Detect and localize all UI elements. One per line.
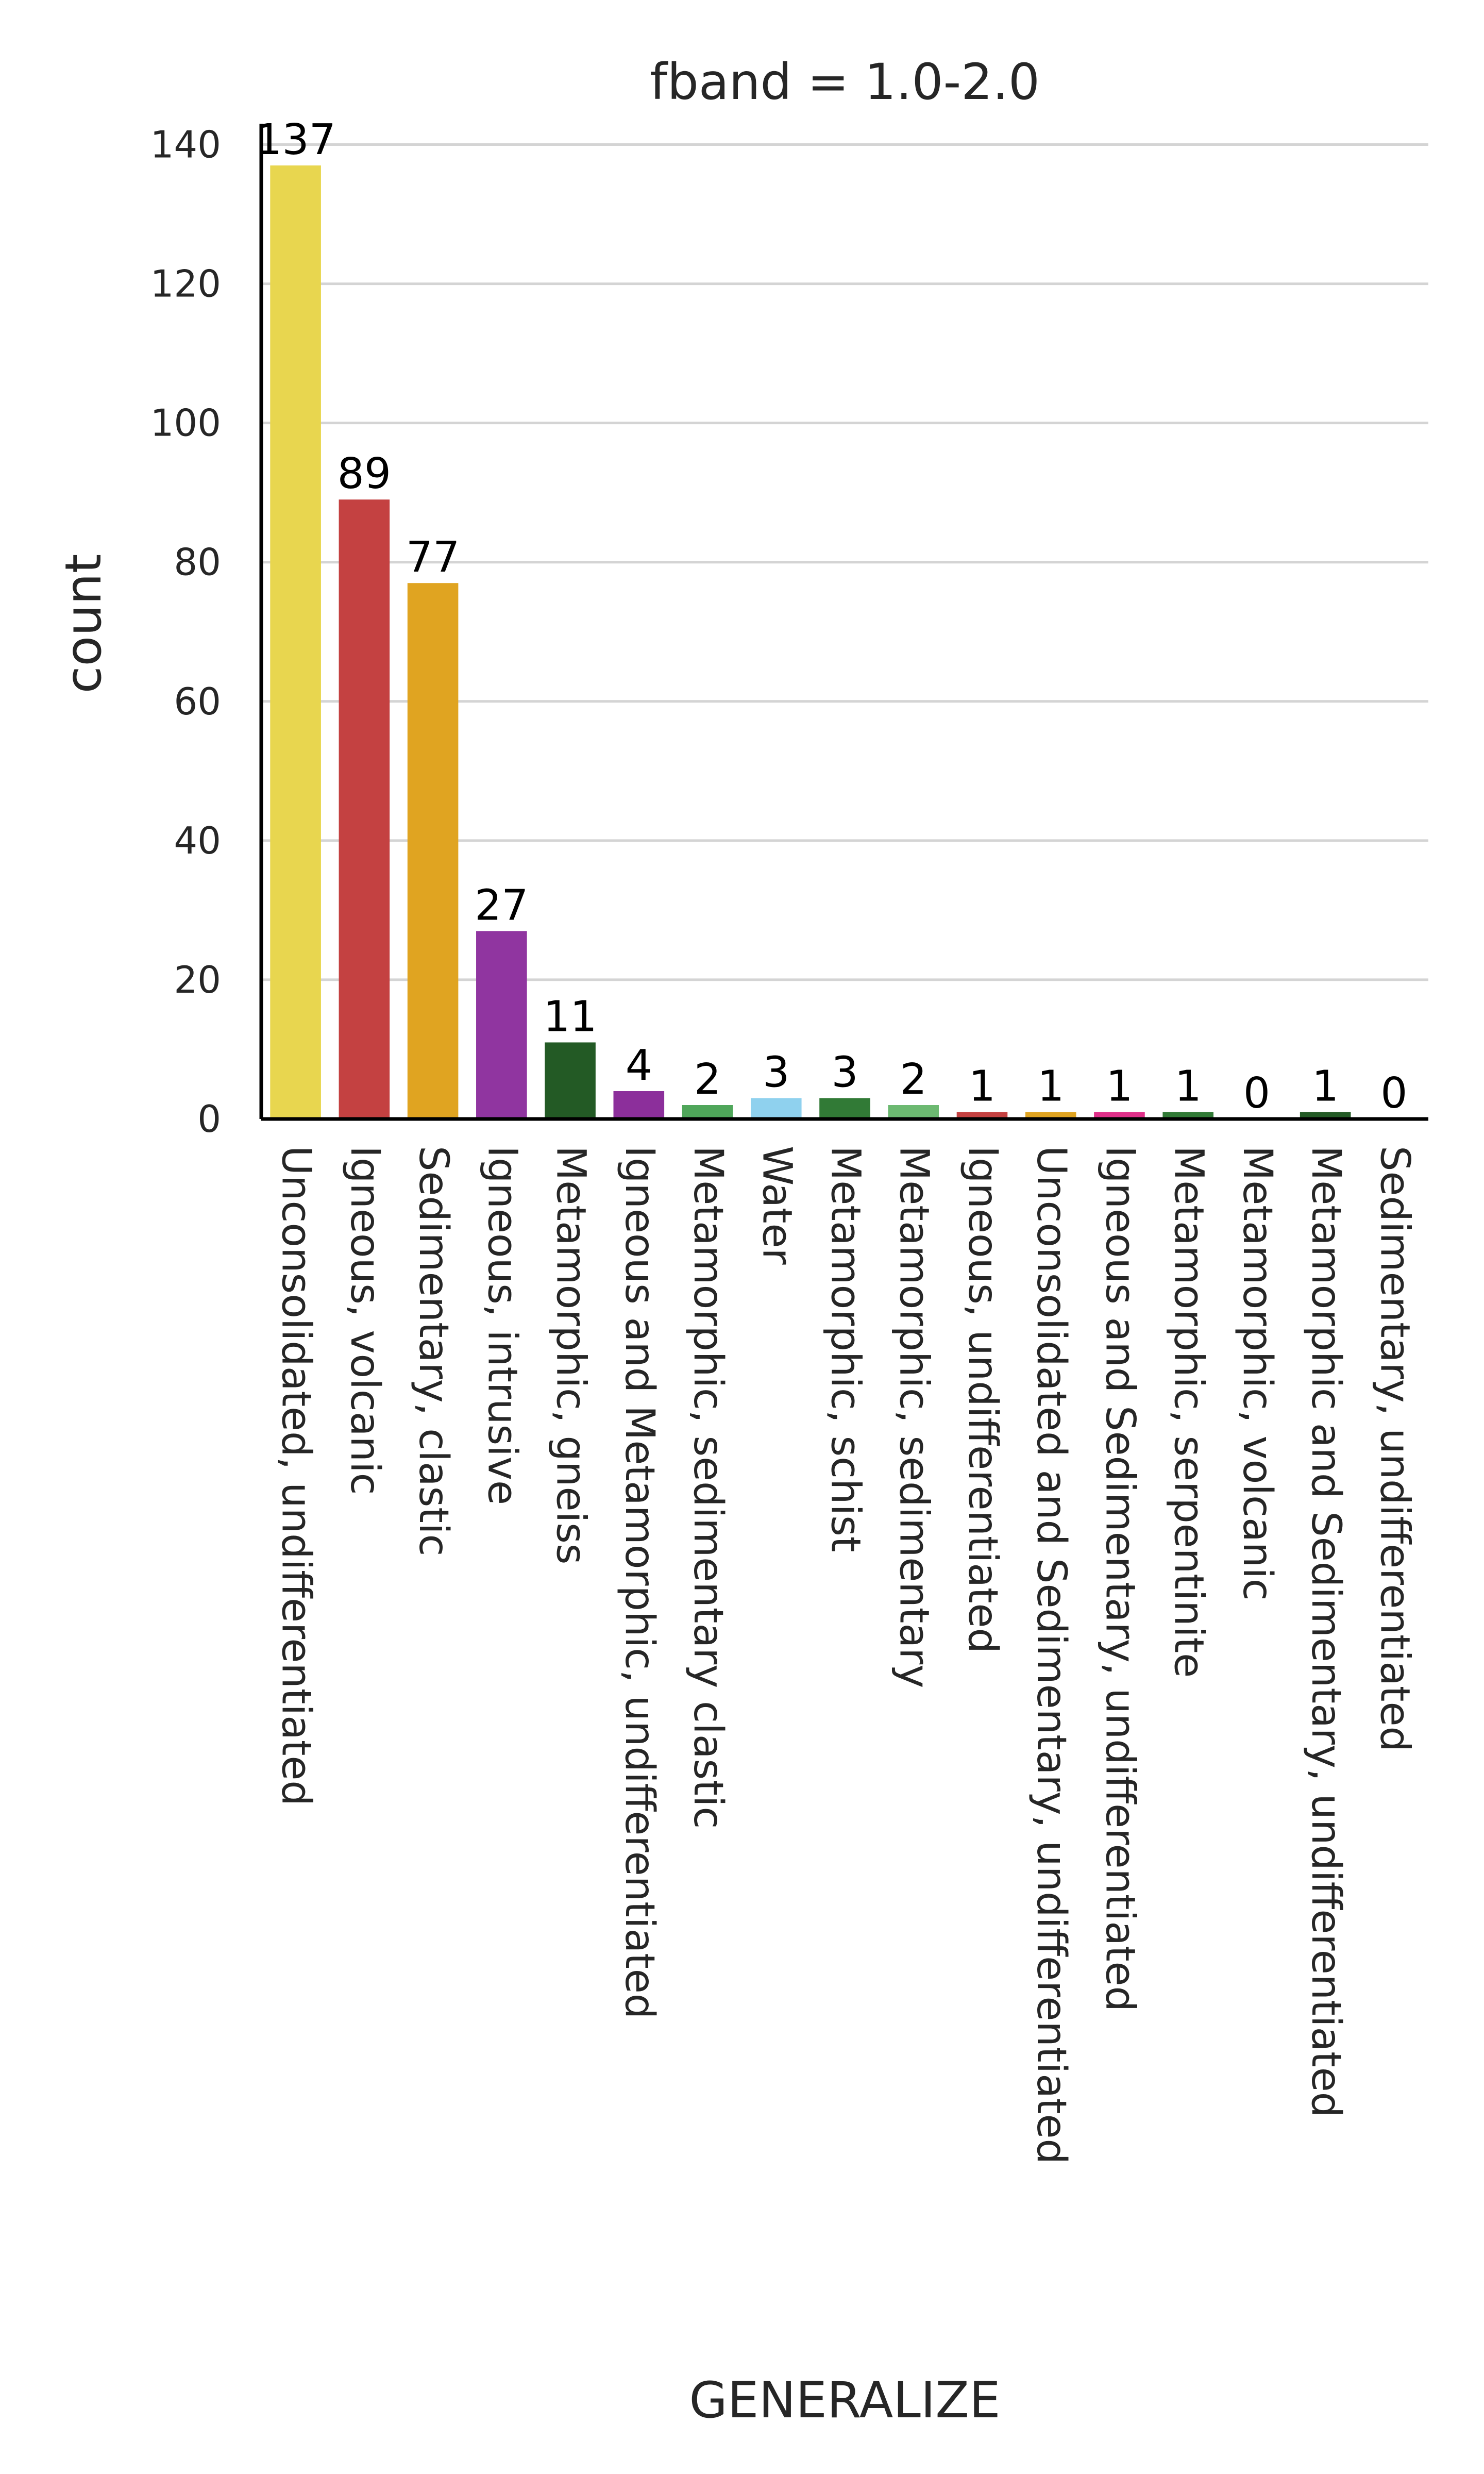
- x-tick-label: Metamorphic and Sedimentary, undifferent…: [1303, 1146, 1349, 2117]
- x-tick-label: Water: [753, 1146, 800, 1265]
- bar: [819, 1098, 870, 1119]
- axes: [259, 124, 1428, 1121]
- data-label: 2: [900, 1055, 927, 1104]
- y-axis-title: count: [55, 554, 112, 694]
- x-tick-label: Metamorphic, gneiss: [548, 1146, 594, 1564]
- x-tick-label: Igneous and Sedimentary, undifferentiate…: [1097, 1146, 1143, 2012]
- data-label: 0: [1380, 1069, 1407, 1118]
- data-label: 11: [543, 992, 597, 1041]
- x-tick-label: Sedimentary, undifferentiated: [1371, 1146, 1418, 1752]
- data-label: 0: [1243, 1069, 1270, 1118]
- x-tick-label: Metamorphic, schist: [822, 1146, 869, 1552]
- data-label: 89: [338, 449, 391, 498]
- bars: [270, 165, 1351, 1119]
- data-label: 3: [763, 1048, 789, 1097]
- x-tick-label: Metamorphic, volcanic: [1234, 1146, 1280, 1601]
- data-label: 3: [831, 1048, 858, 1097]
- bar: [476, 931, 527, 1119]
- x-tick-label: Unconsolidated and Sedimentary, undiffer…: [1028, 1146, 1074, 2164]
- data-label: 137: [255, 115, 336, 164]
- data-label: 77: [406, 533, 460, 582]
- data-label: 4: [626, 1041, 652, 1090]
- x-axis-title: GENERALIZE: [689, 2371, 1000, 2429]
- bar: [339, 499, 390, 1119]
- chart-title: fband = 1.0-2.0: [650, 53, 1040, 111]
- bar: [270, 165, 321, 1119]
- x-tick-label: Metamorphic, sedimentary: [891, 1146, 937, 1688]
- x-tick-label: Metamorphic, sedimentary clastic: [685, 1146, 731, 1829]
- data-label: 27: [475, 881, 528, 930]
- x-tick-label: Igneous and Metamorphic, undifferentiate…: [616, 1146, 663, 2019]
- x-tick-label: Igneous, intrusive: [479, 1146, 525, 1505]
- y-tick-label: 80: [174, 541, 221, 584]
- bar: [888, 1105, 939, 1119]
- x-tick-label: Igneous, undifferentiated: [959, 1146, 1006, 1653]
- bar: [407, 583, 459, 1119]
- x-tick-labels: Unconsolidated, undifferentiated Igneous,…: [273, 1146, 1418, 2164]
- bar: [750, 1098, 802, 1119]
- data-label: 1: [1175, 1062, 1202, 1111]
- y-tick-label: 60: [174, 680, 221, 723]
- y-tick-label: 0: [197, 1097, 221, 1141]
- data-label: 1: [969, 1062, 996, 1111]
- x-tick-label: Sedimentary, clastic: [410, 1146, 457, 1556]
- y-tick-label: 100: [150, 402, 221, 445]
- bar: [682, 1105, 733, 1119]
- data-label: 1: [1037, 1062, 1064, 1111]
- x-tick-label: Igneous, volcanic: [342, 1146, 388, 1495]
- data-label: 1: [1312, 1062, 1339, 1111]
- y-tick-label: 140: [150, 123, 221, 166]
- x-tick-label: Unconsolidated, undifferentiated: [273, 1146, 319, 1806]
- data-label: 2: [694, 1055, 721, 1104]
- y-tick-labels: 0 20 40 60 80 100 120 140: [150, 123, 221, 1141]
- y-tick-label: 120: [150, 262, 221, 306]
- bar: [613, 1091, 665, 1119]
- y-tick-label: 20: [174, 958, 221, 1001]
- y-tick-label: 40: [174, 819, 221, 862]
- bar: [545, 1042, 596, 1119]
- data-label: 1: [1106, 1062, 1133, 1111]
- x-tick-label: Metamorphic, serpentinite: [1166, 1146, 1212, 1678]
